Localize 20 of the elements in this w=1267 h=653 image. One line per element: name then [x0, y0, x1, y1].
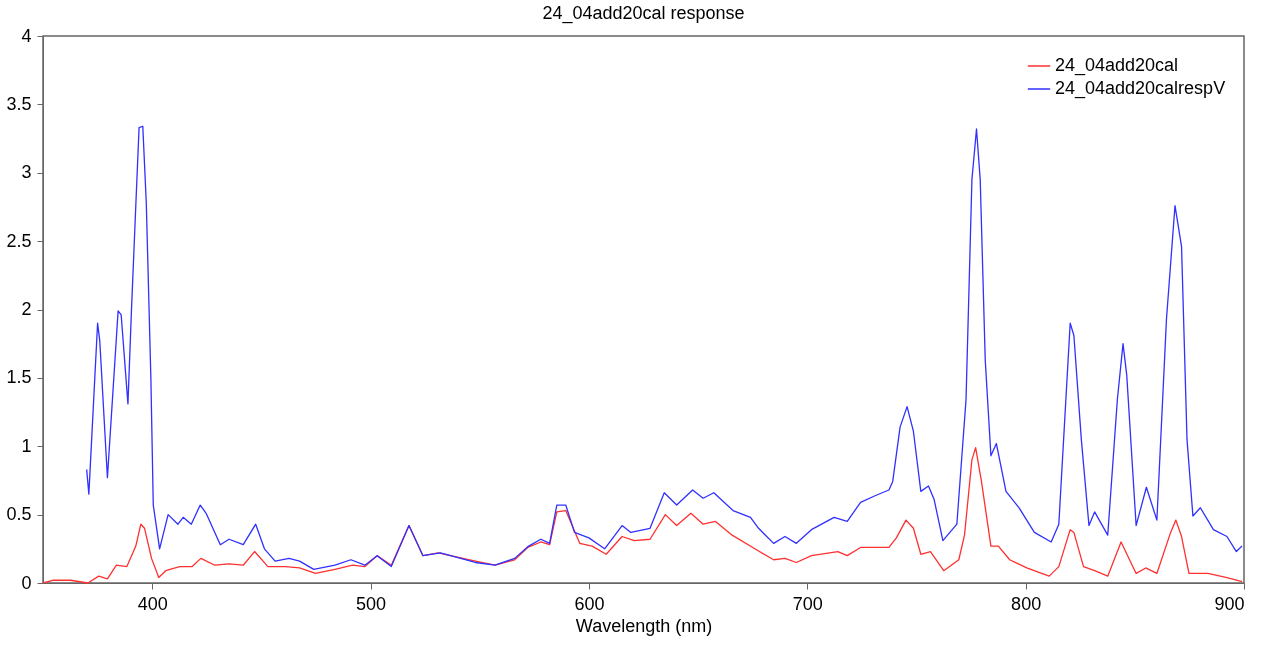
chart-title: 24_04add20cal response: [542, 3, 745, 24]
x-tick-label: 400: [137, 593, 168, 614]
y-tick-label: 2: [21, 299, 32, 319]
y-tick-label: 0: [21, 572, 32, 593]
legend-label: 24_04add20cal: [1055, 55, 1179, 76]
y-tick-label: 2.5: [6, 230, 32, 251]
y-tick-label: 4: [21, 25, 32, 46]
x-tick-label: 800: [1011, 593, 1042, 614]
y-tick-label: 1.5: [6, 367, 32, 388]
x-axis-title: Wavelength (nm): [575, 615, 713, 636]
x-tick-label: 700: [792, 593, 823, 614]
legend-label: 24_04add20calrespV: [1055, 78, 1226, 99]
line-series: [86, 125, 1243, 570]
x-tick-label: 900: [1214, 593, 1245, 614]
y-tick-label: 3: [21, 162, 32, 183]
x-tick-label: 600: [574, 593, 605, 614]
y-tick-label: 0.5: [6, 504, 32, 525]
x-tick-label: 500: [356, 593, 387, 614]
y-tick-label: 3.5: [6, 93, 32, 114]
y-tick-label: 1: [21, 435, 32, 456]
